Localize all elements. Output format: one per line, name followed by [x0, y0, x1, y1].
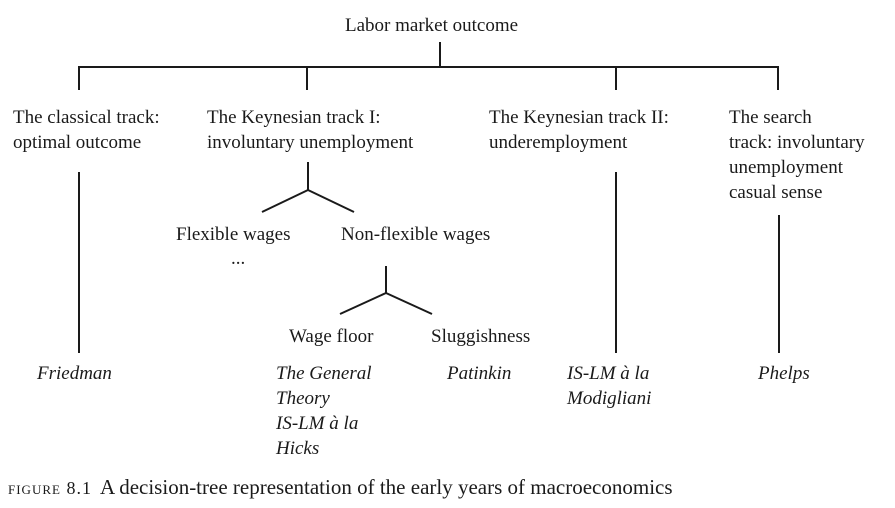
keynes2-track-subtitle: underemployment — [489, 132, 628, 153]
fork2-left — [339, 292, 387, 315]
wage-floor-ref-3: IS-LM à la — [276, 413, 359, 434]
keynes2-track-title: The Keynesian track II: — [489, 107, 669, 128]
keynes1-track-title: The Keynesian track I: — [207, 107, 381, 128]
sluggishness-node: Sluggishness — [431, 326, 531, 347]
friedman-label: Friedman — [37, 363, 112, 384]
wage-floor-ref-2: Theory — [276, 388, 330, 409]
patinkin-label: Patinkin — [447, 363, 512, 384]
wage-floor-ref-4: Hicks — [276, 438, 320, 459]
flexible-wages-node: Flexible wages — [176, 224, 291, 245]
figure-number: figure 8.1 — [8, 478, 92, 498]
nonflexible-wages-node: Non-flexible wages — [341, 224, 491, 245]
fork1-left — [261, 189, 309, 213]
flexible-wages-ellipsis: ... — [231, 248, 246, 269]
figure-caption: figure 8.1 A decision-tree representation… — [8, 474, 673, 501]
modigliani-label-1: IS-LM à la — [567, 363, 650, 384]
keynes1-track-subtitle: involuntary unemployment — [207, 132, 414, 153]
figure-caption-text: A decision-tree representation of the ea… — [99, 475, 673, 499]
search-track-line1: The search — [729, 107, 812, 128]
classical-track-title: The classical track: — [13, 107, 160, 128]
classical-track-subtitle: optimal outcome — [13, 132, 142, 153]
fork2-right — [385, 292, 433, 315]
wage-floor-ref-1: The General — [276, 363, 372, 384]
modigliani-label-2: Modigliani — [567, 388, 652, 409]
wage-floor-node: Wage floor — [289, 326, 374, 347]
phelps-label: Phelps — [758, 363, 810, 384]
search-track-line3: unemployment — [729, 157, 843, 178]
search-track-line4: casual sense — [729, 182, 823, 203]
search-track-line2: track: involuntary — [729, 132, 865, 153]
root-node: Labor market outcome — [345, 15, 519, 36]
fork1-right — [307, 189, 355, 213]
